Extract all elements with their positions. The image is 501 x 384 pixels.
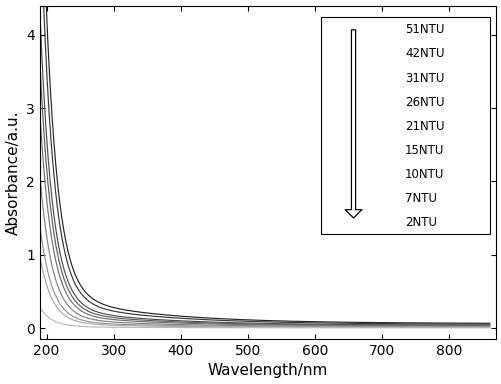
Text: 51NTU: 51NTU xyxy=(404,23,443,36)
Text: 21NTU: 21NTU xyxy=(404,120,444,133)
Y-axis label: Absorbance/a.u.: Absorbance/a.u. xyxy=(6,110,21,235)
Text: 26NTU: 26NTU xyxy=(404,96,444,109)
Text: 31NTU: 31NTU xyxy=(404,71,443,84)
Text: 2NTU: 2NTU xyxy=(404,216,436,229)
Text: 15NTU: 15NTU xyxy=(404,144,443,157)
Text: 42NTU: 42NTU xyxy=(404,48,444,61)
X-axis label: Wavelength/nm: Wavelength/nm xyxy=(207,363,328,379)
Text: 10NTU: 10NTU xyxy=(404,168,443,181)
Text: 7NTU: 7NTU xyxy=(404,192,436,205)
Bar xyxy=(320,17,488,234)
